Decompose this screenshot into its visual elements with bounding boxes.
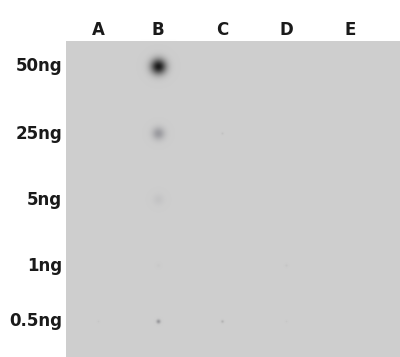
Text: E: E bbox=[344, 21, 356, 39]
Text: 25ng: 25ng bbox=[15, 125, 62, 143]
Text: 5ng: 5ng bbox=[27, 191, 62, 209]
Text: A: A bbox=[92, 21, 104, 39]
Text: C: C bbox=[216, 21, 228, 39]
Text: 1ng: 1ng bbox=[27, 257, 62, 275]
Text: 50ng: 50ng bbox=[15, 57, 62, 75]
Text: D: D bbox=[279, 21, 293, 39]
Text: 0.5ng: 0.5ng bbox=[9, 312, 62, 330]
Text: B: B bbox=[152, 21, 164, 39]
